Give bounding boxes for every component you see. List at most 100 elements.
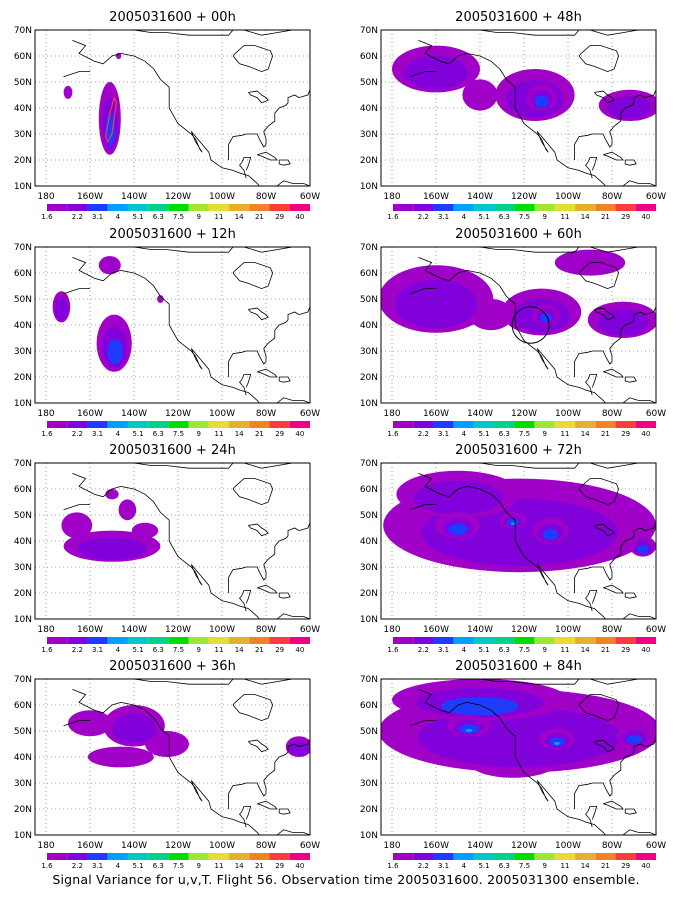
- colorbar-swatch: [433, 421, 454, 428]
- colorbar-label: 4: [116, 862, 121, 870]
- lat-tick-label: 60N: [14, 701, 32, 711]
- coastline-segment: [585, 590, 598, 612]
- colorbar-swatch: [107, 637, 128, 644]
- coastline-segment: [278, 159, 291, 166]
- colorbar-swatch: [514, 421, 535, 428]
- lat-tick-label: 30N: [360, 347, 378, 357]
- colorbar-swatch: [208, 421, 230, 428]
- colorbar-label: 2.2: [418, 862, 429, 870]
- observation-circle: [511, 306, 550, 344]
- colorbar-label: 6.3: [153, 862, 164, 870]
- coastline: [63, 463, 310, 619]
- colorbar-label: 14: [235, 430, 244, 438]
- variance-blob-core: [404, 55, 468, 90]
- colorbar-label: 5.1: [478, 862, 489, 870]
- lon-tick-label: 180: [37, 192, 54, 202]
- coastline-segment: [603, 800, 624, 810]
- colorbar-swatch: [67, 853, 88, 860]
- map-frame: [34, 462, 311, 620]
- coastline-segment: [418, 40, 656, 186]
- colorbar-swatch: [67, 421, 88, 428]
- colorbar-label: 7.5: [519, 862, 530, 870]
- coastline-segment: [594, 90, 615, 104]
- colorbar-swatch: [494, 637, 515, 644]
- lon-tick-label: 80W: [602, 409, 622, 419]
- variance-blob-core: [289, 740, 309, 756]
- lon-tick-label: 160W: [423, 192, 449, 202]
- colorbar-label: 29: [621, 862, 630, 870]
- lon-tick-label: 80W: [256, 409, 276, 419]
- colorbar-swatch: [229, 204, 250, 211]
- lat-tick-label: 40N: [14, 104, 32, 114]
- coastline-segment: [248, 523, 269, 537]
- colorbar-label: 11: [561, 213, 570, 221]
- variance-field: [383, 470, 656, 573]
- lon-tick-label: 60W: [300, 192, 320, 202]
- coastline-segment: [578, 694, 620, 722]
- lat-tick-label: 50N: [14, 511, 32, 521]
- colorbar-label: 1.6: [41, 646, 53, 654]
- colorbar-label: 9: [196, 646, 200, 654]
- colorbar-label: 4: [116, 646, 121, 654]
- colorbar-label: 3.1: [92, 646, 103, 654]
- colorbar-swatch: [413, 204, 434, 211]
- colorbar-swatch: [595, 853, 616, 860]
- lon-tick-label: 60W: [646, 192, 666, 202]
- colorbar-label: 4: [462, 862, 467, 870]
- colorbar-swatch: [87, 853, 108, 860]
- colorbar-label: 2.2: [418, 430, 429, 438]
- lat-tick-label: 10N: [14, 831, 32, 841]
- colorbar-swatch: [208, 204, 230, 211]
- colorbar-label: 6.3: [499, 430, 510, 438]
- colorbar-label: 29: [275, 862, 284, 870]
- colorbar-label: 2.2: [72, 430, 83, 438]
- lat-tick-label: 70N: [360, 675, 378, 685]
- coastline-segment: [232, 694, 274, 722]
- variance-blob-core: [413, 480, 503, 515]
- variance-blob-core: [626, 734, 642, 744]
- lon-tick-label: 100W: [555, 625, 581, 635]
- colorbar-label: 29: [621, 430, 630, 438]
- colorbar-swatch: [107, 421, 128, 428]
- coastline-segment: [594, 739, 615, 753]
- lon-tick-label: 100W: [209, 192, 235, 202]
- colorbar-swatch: [393, 853, 414, 860]
- colorbar-swatch: [494, 421, 515, 428]
- coastline-segment: [585, 806, 598, 828]
- coastline-segment: [585, 374, 598, 396]
- colorbar-swatch: [269, 204, 290, 211]
- lon-tick-label: 60W: [300, 625, 320, 635]
- colorbar-swatch: [413, 637, 434, 644]
- variance-blob-core: [542, 528, 559, 541]
- lon-tick-label: 140W: [121, 409, 147, 419]
- lon-tick-label: 120W: [165, 409, 191, 419]
- variance-field: [52, 256, 164, 372]
- coastline: [63, 679, 310, 835]
- colorbar-label: 3.1: [438, 430, 449, 438]
- lon-tick-label: 180: [383, 409, 400, 419]
- variance-blob-core: [465, 728, 473, 733]
- lon-tick-label: 120W: [511, 625, 537, 635]
- lat-tick-label: 50N: [360, 727, 378, 737]
- variance-blob: [87, 746, 154, 768]
- coastline: [409, 247, 656, 403]
- panel-84h: 2005031600 + 84h 70N 60N 50N 40N 30N 20N 10N 180…: [360, 659, 666, 870]
- lat-tick-label: 20N: [360, 589, 378, 599]
- colorbar-swatch: [453, 204, 474, 211]
- colorbar-swatch: [595, 204, 616, 211]
- coastline-segment: [248, 90, 269, 104]
- lat-tick-label: 30N: [14, 563, 32, 573]
- colorbar-label: 9: [542, 646, 546, 654]
- coastline: [63, 247, 310, 403]
- coastline-segment: [603, 584, 624, 594]
- lat-tick-label: 50N: [14, 295, 32, 305]
- colorbar-swatch: [393, 637, 414, 644]
- colorbar-swatch: [127, 853, 149, 860]
- lat-tick-label: 20N: [14, 156, 32, 166]
- coastline-segment: [72, 689, 310, 835]
- colorbar-label: 6.3: [499, 862, 510, 870]
- colorbar-label: 40: [641, 862, 650, 870]
- lon-tick-label: 180: [37, 841, 54, 851]
- colorbar-swatch: [249, 637, 270, 644]
- lat-tick-label: 10N: [360, 399, 378, 409]
